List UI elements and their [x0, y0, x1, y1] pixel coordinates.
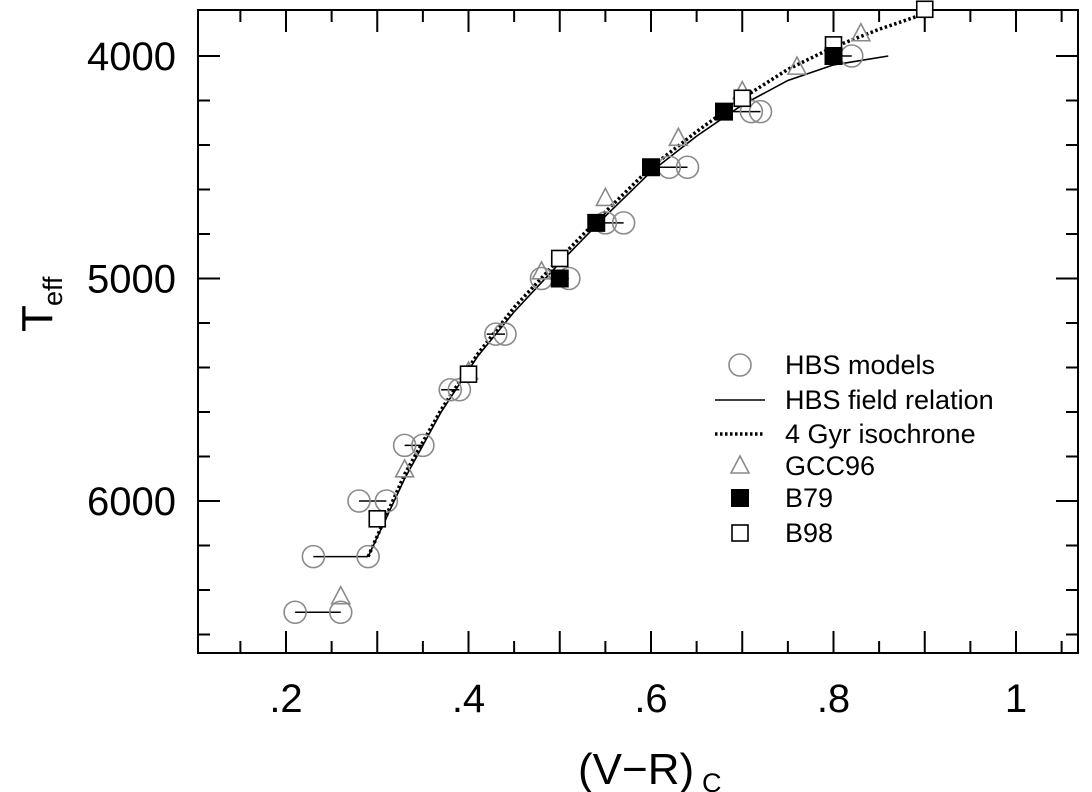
y-axis-title-subscript: eff	[38, 276, 68, 306]
x-axis-title: (V−R)	[578, 745, 694, 792]
data-point-b98	[550, 249, 569, 268]
data-point-hbs-models	[739, 99, 764, 124]
legend-symbol-b79	[731, 489, 749, 507]
legend-symbol-hbs-models	[728, 353, 752, 377]
y-axis-title-group: T eff	[13, 276, 68, 332]
data-point-b79	[587, 213, 606, 232]
data-point-b98	[368, 509, 387, 528]
data-point-hbs-models	[411, 433, 435, 458]
legend-label: HBS models	[785, 350, 935, 380]
data-point-b98	[733, 89, 752, 108]
x-tick-labels: .2 .4 .6 .8 1	[269, 677, 1027, 721]
error-bars	[295, 55, 852, 613]
data-markers	[283, 0, 934, 625]
legend-label: GCC96	[785, 451, 875, 481]
data-point-b79	[715, 102, 733, 121]
data-point-b79	[550, 269, 569, 288]
data-point-hbs-models	[438, 377, 463, 402]
data-point-gcc96	[595, 186, 616, 207]
data-point-gcc96	[786, 55, 808, 75]
x-tick-label: .8	[817, 677, 850, 721]
data-point-hbs-models	[374, 489, 399, 513]
data-point-hbs-models	[283, 600, 307, 625]
data-point-gcc96	[668, 126, 689, 147]
x-tick-label: 1	[1005, 677, 1027, 721]
data-point-gcc96	[531, 260, 552, 280]
y-tick-label: 4000	[87, 35, 176, 79]
legend-symbol-gcc96	[729, 454, 751, 474]
x-tick-label: .2	[269, 677, 302, 721]
data-point-b79	[642, 158, 660, 177]
data-point-b98	[915, 0, 934, 19]
x-tick-label: .6	[634, 677, 667, 721]
data-point-hbs-models	[347, 489, 371, 513]
data-point-hbs-models	[748, 99, 773, 124]
data-point-hbs-models	[484, 322, 508, 346]
data-point-hbs-models	[392, 433, 417, 458]
data-point-hbs-models	[675, 155, 700, 180]
plot-frame	[197, 9, 1079, 654]
y-tick-label: 6000	[87, 480, 176, 524]
data-point-gcc96	[394, 458, 415, 478]
legend-symbol-b98	[731, 524, 749, 542]
data-point-b79	[824, 47, 843, 65]
legend: HBS models HBS field relation 4 Gyr isochr…	[715, 350, 994, 548]
data-point-hbs-models	[301, 544, 326, 569]
data-point-hbs-models	[611, 211, 636, 235]
axis-ticks	[198, 10, 1078, 653]
legend-label: HBS field relation	[785, 385, 994, 415]
series-line-hbs-field-relation	[367, 55, 889, 557]
x-tick-label: .4	[452, 677, 485, 721]
y-tick-label: 5000	[87, 258, 176, 302]
legend-label: B79	[785, 483, 833, 513]
y-axis-title: T	[13, 305, 62, 332]
data-point-hbs-models	[493, 322, 517, 346]
data-point-hbs-models	[328, 600, 353, 625]
data-point-gcc96	[850, 22, 872, 42]
legend-label: B98	[785, 518, 833, 548]
y-tick-labels: 4000 5000 6000	[87, 35, 176, 524]
data-point-b98	[459, 365, 478, 383]
data-point-gcc96	[330, 584, 352, 605]
x-axis-title-subscript: C	[702, 768, 722, 792]
legend-label: 4 Gyr isochrone	[785, 419, 976, 449]
data-point-hbs-models	[356, 544, 380, 569]
